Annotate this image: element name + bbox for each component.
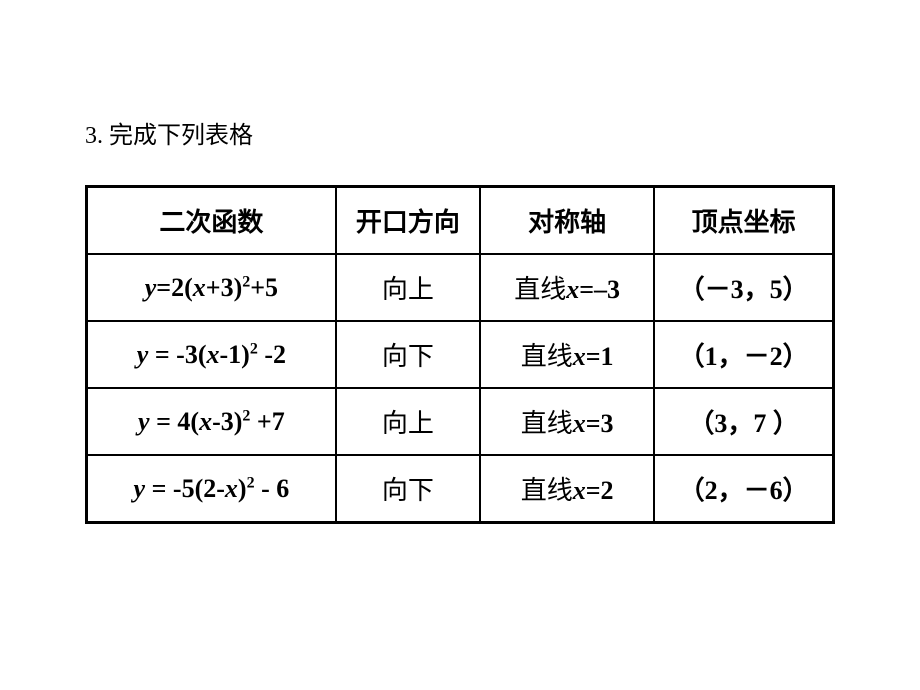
cell-vertex: （1，－2） bbox=[654, 321, 833, 388]
table-body: y=2(x+3)2+5向上直线x=–3（－3，5）y = -3(x-1)2 -2… bbox=[87, 254, 834, 523]
cell-vertex: （－3，5） bbox=[654, 254, 833, 321]
cell-axis: 直线x=3 bbox=[480, 388, 654, 455]
cell-function: y = 4(x-3)2 +7 bbox=[87, 388, 336, 455]
cell-direction: 向上 bbox=[336, 388, 480, 455]
header-axis: 对称轴 bbox=[480, 187, 654, 255]
page-title: 3. 完成下列表格 bbox=[85, 115, 253, 150]
table-row: y=2(x+3)2+5向上直线x=–3（－3，5） bbox=[87, 254, 834, 321]
table-row: y = 4(x-3)2 +7向上直线x=3（3，7 ） bbox=[87, 388, 834, 455]
cell-direction: 向下 bbox=[336, 321, 480, 388]
header-vertex: 顶点坐标 bbox=[654, 187, 833, 255]
table-row: y = -5(2-x)2 - 6向下直线x=2（2，－6） bbox=[87, 455, 834, 523]
cell-direction: 向下 bbox=[336, 455, 480, 523]
cell-vertex: （3，7 ） bbox=[654, 388, 833, 455]
cell-direction: 向上 bbox=[336, 254, 480, 321]
function-table: 二次函数 开口方向 对称轴 顶点坐标 y=2(x+3)2+5向上直线x=–3（－… bbox=[85, 185, 835, 524]
header-row: 二次函数 开口方向 对称轴 顶点坐标 bbox=[87, 187, 834, 255]
header-function: 二次函数 bbox=[87, 187, 336, 255]
cell-function: y=2(x+3)2+5 bbox=[87, 254, 336, 321]
cell-axis: 直线x=2 bbox=[480, 455, 654, 523]
cell-axis: 直线x=–3 bbox=[480, 254, 654, 321]
cell-function: y = -5(2-x)2 - 6 bbox=[87, 455, 336, 523]
cell-axis: 直线x=1 bbox=[480, 321, 654, 388]
header-direction: 开口方向 bbox=[336, 187, 480, 255]
table-row: y = -3(x-1)2 -2向下直线x=1（1，－2） bbox=[87, 321, 834, 388]
cell-vertex: （2，－6） bbox=[654, 455, 833, 523]
cell-function: y = -3(x-1)2 -2 bbox=[87, 321, 336, 388]
